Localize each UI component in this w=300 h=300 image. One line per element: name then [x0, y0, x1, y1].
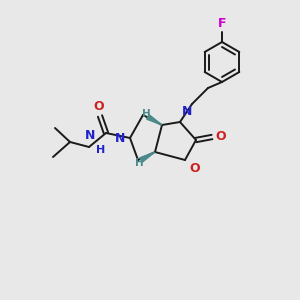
Text: N: N: [182, 105, 192, 118]
Text: O: O: [189, 162, 200, 175]
Text: H: H: [135, 158, 143, 168]
Text: N: N: [115, 131, 125, 145]
Text: F: F: [218, 17, 226, 30]
Text: H: H: [96, 145, 105, 155]
Text: H: H: [142, 109, 150, 119]
Text: N: N: [85, 129, 95, 142]
Polygon shape: [147, 115, 162, 125]
Text: O: O: [94, 100, 104, 113]
Text: O: O: [215, 130, 226, 143]
Polygon shape: [140, 152, 155, 162]
